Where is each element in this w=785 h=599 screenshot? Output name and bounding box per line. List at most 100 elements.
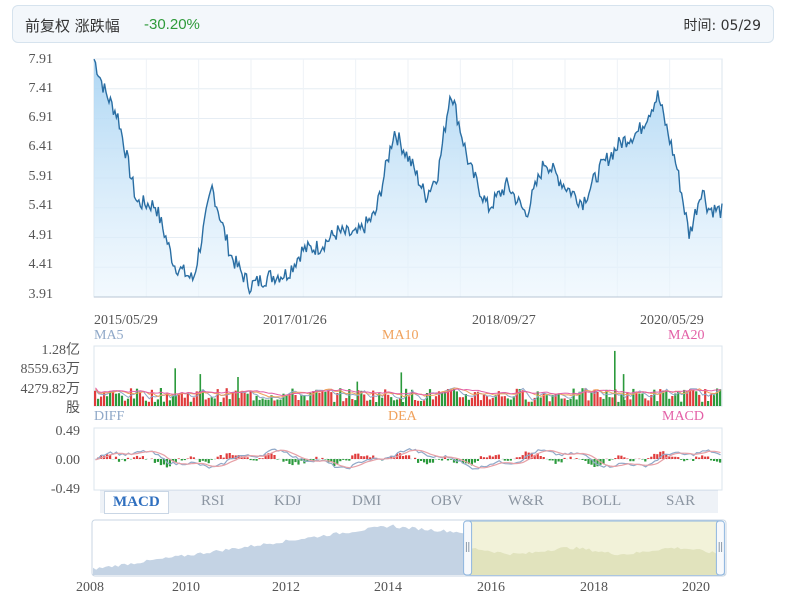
volume-bar: [485, 396, 488, 406]
volume-bar: [659, 389, 662, 406]
macd-bar: [255, 459, 258, 461]
tab-boll[interactable]: BOLL: [582, 493, 622, 509]
tab-kdj[interactable]: KDJ: [274, 493, 302, 509]
macd-bar: [225, 453, 228, 459]
macd-bar: [452, 459, 456, 463]
macd-bar: [548, 459, 551, 461]
volume-bar: [641, 393, 644, 406]
tab-obv[interactable]: OBV: [431, 493, 463, 509]
volume-bar: [599, 397, 602, 406]
price-ytick: 7.91: [28, 52, 54, 67]
volume-bar: [177, 394, 180, 406]
volume-bar: [339, 388, 342, 406]
macd-bar: [228, 453, 231, 459]
volume-bar: [309, 392, 312, 406]
volume-bar: [470, 397, 473, 406]
macd-bar: [470, 459, 473, 466]
macd-bar: [117, 459, 121, 462]
volume-bar: [551, 395, 554, 406]
volume-bar: [97, 398, 100, 406]
volume-bar: [282, 393, 285, 406]
volume-bar: [707, 401, 710, 406]
macd-bar: [614, 458, 617, 459]
macd-bar: [405, 455, 408, 459]
macd-bar: [360, 456, 363, 459]
macd-bar: [300, 459, 303, 461]
volume-bar: [213, 398, 216, 406]
macd-bar: [207, 459, 210, 464]
volume-bar: [638, 393, 641, 406]
macd-bar: [716, 459, 719, 462]
macd-bar: [686, 459, 689, 461]
macd-bar: [485, 457, 488, 459]
macd-bar: [719, 459, 722, 463]
macd-bar: [563, 457, 566, 459]
volume-bar: [210, 397, 213, 406]
volume-bar: [273, 400, 276, 406]
tab-macd[interactable]: MACD: [104, 491, 169, 514]
macd-bar: [542, 457, 545, 459]
price-xtick: 2017/01/26: [263, 313, 327, 328]
volume-bar: [482, 394, 485, 406]
tab-wr[interactable]: W&R: [508, 493, 544, 509]
volume-bar: [569, 399, 572, 406]
volume-bar: [147, 401, 150, 406]
macd-bar: [357, 453, 360, 459]
price-line: [93, 58, 723, 295]
macd-bar: [488, 455, 491, 459]
volume-bar: [369, 399, 372, 406]
volume-bar: [135, 388, 139, 406]
macd-bar: [336, 459, 339, 464]
tab-rsi[interactable]: RSI: [201, 493, 225, 509]
tab-dmi[interactable]: DMI: [352, 493, 382, 509]
volume-spike-bar: [614, 350, 616, 406]
macd-bar: [417, 459, 420, 463]
volume-bar: [378, 393, 381, 406]
navigator-left-handle[interactable]: [463, 520, 473, 576]
volume-bar: [428, 389, 432, 406]
volume-bar: [354, 400, 357, 406]
volume-bar: [204, 399, 207, 406]
macd-bar: [644, 459, 647, 462]
navigator-right-handle[interactable]: [715, 520, 725, 576]
macd-bar: [674, 456, 677, 459]
macd-bar: [315, 456, 318, 459]
volume-bar: [243, 391, 246, 406]
price-area: [94, 59, 722, 298]
legend-ma10: MA10: [382, 328, 419, 343]
macd-bar: [482, 457, 485, 459]
volume-bar: [324, 391, 327, 406]
macd-bar: [306, 459, 309, 462]
volume-bar: [515, 388, 518, 406]
macd-bar: [692, 459, 695, 461]
volume-bar: [171, 395, 174, 406]
macd-bar: [174, 459, 177, 463]
volume-bar: [109, 390, 112, 406]
macd-bar: [222, 457, 225, 459]
macd-bar: [641, 459, 644, 460]
volume-bar: [225, 388, 228, 406]
price-xtick: 2015/05/29: [94, 313, 158, 328]
volume-bar: [488, 399, 491, 406]
macd-bar: [443, 457, 447, 459]
macd-bar: [656, 454, 659, 459]
nav-xtick: 2008: [76, 580, 104, 595]
legend-ma20: MA20: [668, 328, 705, 343]
volume-bar: [405, 388, 408, 406]
volume-bar: [300, 394, 303, 406]
macd-bar: [216, 456, 219, 459]
nav-xtick: 2016: [477, 580, 505, 595]
macd-bar: [608, 459, 611, 461]
volume-bar: [653, 389, 656, 406]
macd-bar: [479, 456, 482, 459]
macd-bar: [180, 459, 183, 461]
macd-bar: [653, 453, 656, 459]
tab-sar[interactable]: SAR: [666, 493, 696, 509]
macd-bar: [602, 459, 605, 464]
volume-bar: [536, 391, 539, 406]
volume-bar: [411, 389, 414, 406]
navigator-selection-area: [467, 546, 721, 575]
macd-bar: [282, 459, 285, 462]
volume-bar: [701, 401, 704, 406]
